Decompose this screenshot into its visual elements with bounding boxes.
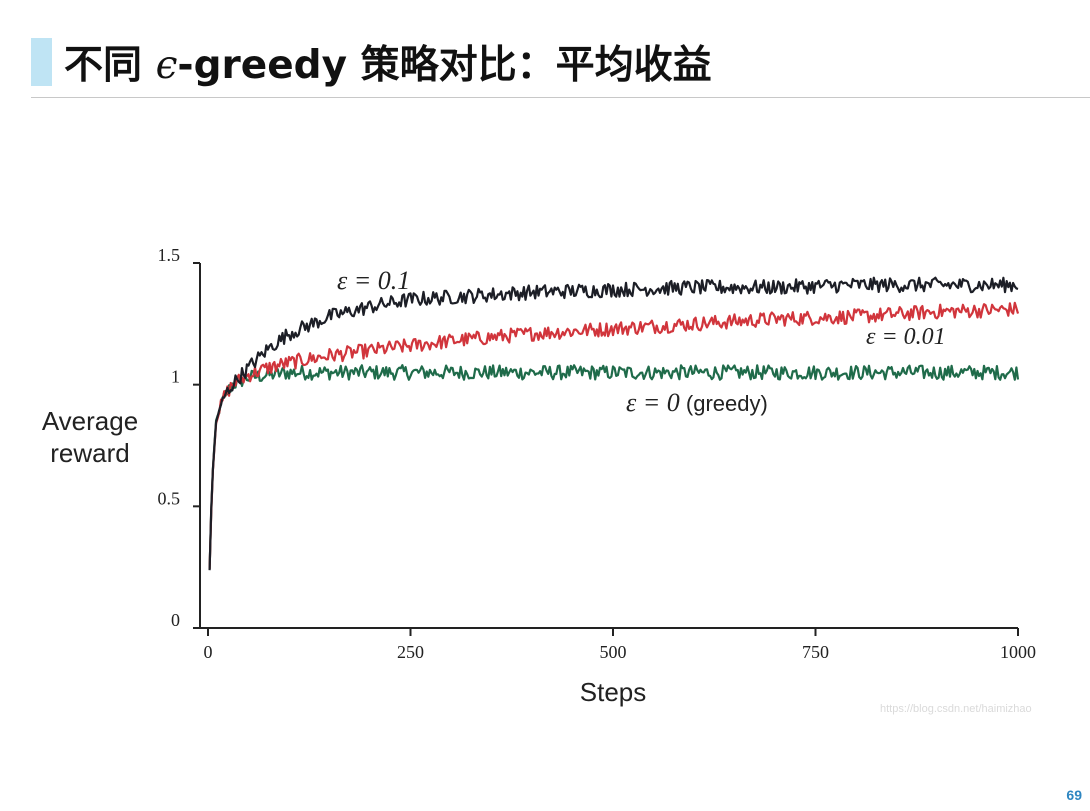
series-label-math: ε = 0 bbox=[626, 388, 680, 417]
y-tick-label: 0.5 bbox=[158, 488, 181, 508]
series-label-2: ε = 0 (greedy) bbox=[626, 388, 768, 417]
page-number: 69 bbox=[1066, 787, 1082, 803]
x-axis-title: Steps bbox=[580, 677, 647, 707]
title-epsilon: ϵ bbox=[155, 43, 178, 88]
title-divider bbox=[31, 97, 1090, 98]
x-tick-label: 0 bbox=[204, 642, 213, 662]
series-line-2 bbox=[208, 364, 1020, 569]
y-tick-label: 0 bbox=[171, 610, 180, 630]
series-label-1: ε = 0.01 bbox=[866, 324, 946, 350]
y-tick-label: 1 bbox=[171, 367, 180, 387]
series-label-0: ε = 0.1 bbox=[337, 266, 410, 295]
series-line-0 bbox=[208, 276, 1019, 571]
y-axis-title-line: Average bbox=[42, 406, 138, 436]
watermark-text: https://blog.csdn.net/haimizhao bbox=[880, 703, 1032, 715]
x-tick-label: 1000 bbox=[1000, 642, 1036, 662]
x-tick-label: 250 bbox=[397, 642, 424, 662]
title-accent-bar bbox=[31, 38, 52, 86]
series-line-1 bbox=[208, 301, 1020, 570]
series-label-math: ε = 0.01 bbox=[866, 324, 946, 350]
y-tick-label: 1.5 bbox=[158, 245, 181, 265]
x-tick-label: 750 bbox=[802, 642, 829, 662]
y-axis-title-line: reward bbox=[50, 438, 129, 468]
slide-title: 不同 ϵ-greedy 策略对比：平均收益 bbox=[64, 34, 712, 90]
title-text-suffix: -greedy 策略对比：平均收益 bbox=[177, 43, 712, 88]
title-text-prefix: 不同 bbox=[64, 43, 156, 88]
series-label-text: (greedy) bbox=[680, 391, 768, 416]
x-tick-label: 500 bbox=[600, 642, 627, 662]
series-label-math: ε = 0.1 bbox=[337, 266, 410, 295]
